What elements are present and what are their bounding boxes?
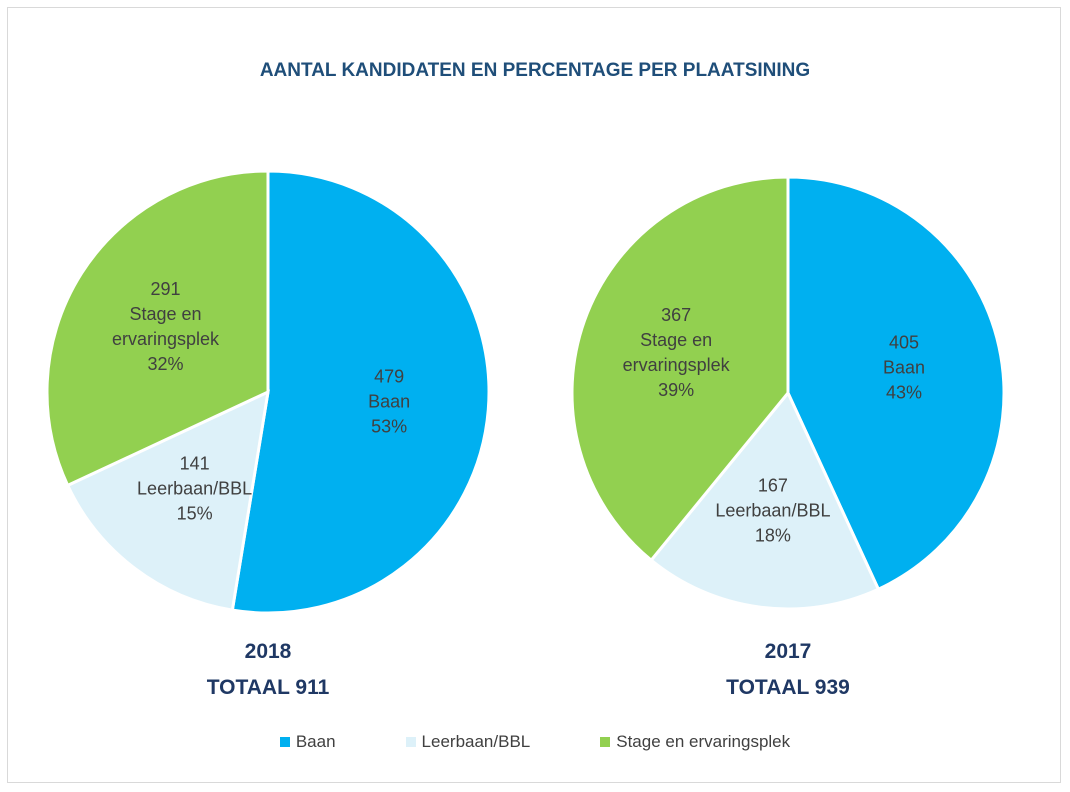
- chart-frame: [7, 7, 1061, 783]
- percent-label: 15%: [176, 503, 213, 524]
- legend-item: Stage en ervaringsplek: [600, 732, 790, 752]
- percent-label: 18%: [754, 525, 791, 546]
- legend-swatch: [279, 737, 290, 747]
- percent-label: 32%: [147, 353, 184, 374]
- data-label: 167 Leerbaan/BBL 18%: [693, 473, 853, 548]
- series-name: 2017: [764, 640, 812, 663]
- value-label: 291: [150, 278, 181, 299]
- category-label: Leerbaan/BBL: [137, 478, 253, 499]
- value-label: 367: [661, 305, 692, 326]
- data-label: 141 Leerbaan/BBL 15%: [115, 451, 275, 526]
- legend-swatch: [405, 737, 416, 747]
- legend-swatch: [600, 737, 611, 747]
- pie-slice: [65, 389, 270, 612]
- category-label: Leerbaan/BBL: [715, 500, 831, 521]
- legend-label: Baan: [295, 732, 336, 751]
- series-name: 2018: [244, 640, 292, 663]
- pie-slice: [570, 175, 790, 563]
- pie-caption: 2017 TOTAAL 939: [638, 634, 938, 706]
- category-label: Baan: [883, 357, 926, 378]
- legend-label: Stage en ervaringsplek: [616, 732, 791, 751]
- data-label: 291 Stage en ervaringsplek 32%: [85, 277, 245, 377]
- legend-item: Leerbaan/BBL: [405, 732, 531, 752]
- pie-slice: [786, 175, 1006, 592]
- series-total: TOTAAL 939: [726, 676, 850, 699]
- pie-slice: [45, 169, 270, 488]
- pie-slice: [230, 169, 491, 615]
- category-label: Stage en ervaringsplek: [111, 303, 220, 349]
- value-label: 141: [179, 453, 210, 474]
- percent-label: 53%: [371, 416, 408, 437]
- category-label: Stage en ervaringsplek: [622, 330, 730, 376]
- percent-label: 39%: [658, 380, 695, 401]
- legend-item: Baan: [279, 732, 336, 752]
- data-label: 479 Baan 53%: [309, 364, 469, 439]
- pie-caption: 2018 TOTAAL 911: [118, 634, 418, 706]
- data-label: 367 Stage en ervaringsplek 39%: [596, 303, 756, 403]
- legend-label: Leerbaan/BBL: [421, 732, 531, 751]
- value-label: 167: [757, 475, 788, 496]
- chart-title: AANTAL KANDIDATEN EN PERCENTAGE PER PLAA…: [259, 60, 811, 81]
- percent-label: 43%: [886, 382, 923, 403]
- category-label: Baan: [368, 391, 411, 412]
- data-label: 405 Baan 43%: [824, 330, 984, 405]
- value-label: 405: [889, 332, 920, 353]
- pie-slice: [649, 390, 881, 611]
- value-label: 479: [374, 366, 405, 387]
- series-total: TOTAAL 911: [206, 676, 330, 699]
- legend: Baan Leerbaan/BBL Stage en ervaringsplek: [0, 732, 1070, 752]
